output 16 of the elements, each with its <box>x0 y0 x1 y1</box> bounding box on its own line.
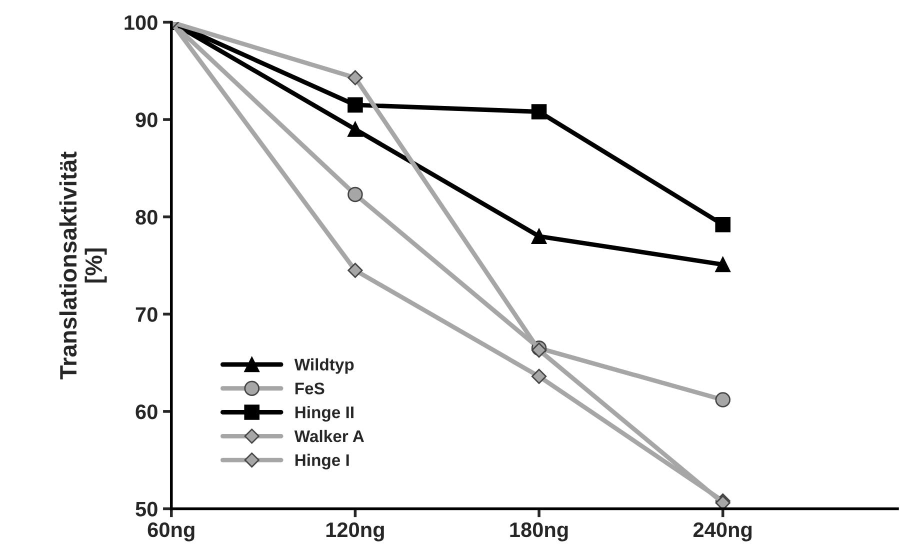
x-tick-label: 60ng <box>148 522 194 542</box>
x-tick-label: 240ng <box>693 522 752 542</box>
y-tick-label: 50 <box>136 502 158 516</box>
y-tick-label: 100 <box>124 15 158 30</box>
x-tick-label: 180ng <box>510 522 568 542</box>
x-tick-label: 120ng <box>326 522 384 542</box>
legend-label: FeS <box>295 382 324 394</box>
legend-label: Walker A <box>294 430 364 442</box>
y-axis-title: Translationsaktivität [%] <box>59 152 107 380</box>
y-tick-label: 90 <box>136 112 158 128</box>
y-tick-label: 60 <box>136 404 158 420</box>
legend-label: Wildtyp <box>294 358 354 374</box>
y-tick-label: 80 <box>136 210 158 225</box>
y-tick-label: 70 <box>136 307 158 322</box>
legend-label: Hinge II <box>295 406 354 422</box>
legend-label: Hinge I <box>295 454 349 470</box>
